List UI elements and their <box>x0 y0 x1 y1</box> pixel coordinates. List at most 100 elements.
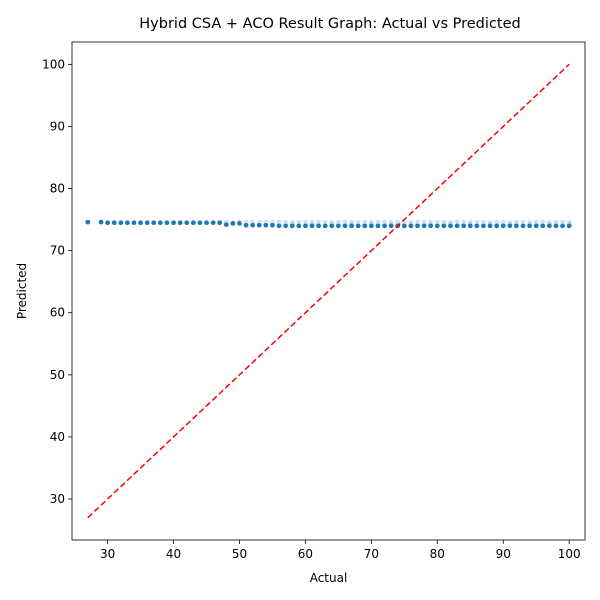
scatter-point <box>342 222 348 229</box>
scatter-point <box>375 222 381 229</box>
scatter-point <box>223 221 230 228</box>
scatter-point <box>144 219 151 226</box>
scatter-point <box>559 222 566 229</box>
scatter-point <box>355 222 362 229</box>
scatter-point <box>269 222 276 229</box>
x-tick-label: 40 <box>166 547 181 561</box>
scatter-point <box>335 222 342 229</box>
scatter-point <box>526 222 533 229</box>
x-tick-label: 50 <box>232 547 247 561</box>
scatter-point <box>328 222 335 229</box>
scatter-point <box>454 222 460 229</box>
scatter-point <box>302 222 309 229</box>
scatter-point <box>309 222 315 229</box>
scatter-point <box>441 222 447 229</box>
chart-title: Hybrid CSA + ACO Result Graph: Actual vs… <box>139 16 520 32</box>
y-axis: 30 40 50 60 70 80 90 100 <box>42 57 72 506</box>
scatter-point <box>263 222 269 229</box>
y-tick-label: 90 <box>50 119 65 133</box>
scatter-point <box>150 219 157 226</box>
scatter-point <box>348 222 355 229</box>
scatter-point <box>414 222 421 229</box>
scatter-point <box>117 219 124 226</box>
plot-area: 30 40 50 60 70 80 90 100 30 40 50 60 70 80 90 100 <box>42 41 586 561</box>
scatter-point <box>104 219 111 226</box>
scatter-point <box>98 219 104 225</box>
scatter-point <box>401 222 408 229</box>
scatter-point <box>124 219 131 226</box>
scatter-point <box>289 222 296 229</box>
scatter-point <box>480 222 487 229</box>
y-tick-label: 70 <box>50 244 65 258</box>
scatter-point <box>111 219 118 226</box>
scatter-point <box>256 222 263 229</box>
scatter-point <box>295 222 302 229</box>
reference-line-layer <box>87 63 570 519</box>
x-tick-label: 90 <box>496 547 511 561</box>
scatter-point <box>506 222 513 229</box>
scatter-point <box>197 219 203 226</box>
scatter-points-layer <box>84 219 573 229</box>
scatter-point <box>243 222 249 229</box>
scatter-point <box>427 222 434 229</box>
scatter-point <box>447 222 454 229</box>
scatter-point <box>137 219 144 226</box>
y-axis-title: Predicted <box>15 263 29 319</box>
scatter-point <box>322 222 329 229</box>
scatter-point <box>368 222 375 229</box>
x-tick-label: 80 <box>430 547 445 561</box>
scatter-point <box>230 220 236 227</box>
scatter-point <box>131 219 137 226</box>
scatter-point <box>190 219 197 226</box>
scatter-point <box>84 219 91 225</box>
scatter-point <box>183 219 190 226</box>
plot-frame <box>71 41 586 541</box>
scatter-point <box>566 222 573 229</box>
y-tick-label: 60 <box>50 306 65 320</box>
scatter-point <box>210 219 216 226</box>
scatter-point <box>467 222 474 229</box>
x-tick-label: 30 <box>100 547 115 561</box>
scatter-point <box>553 222 559 229</box>
scatter-point <box>520 222 526 229</box>
x-tick-label: 100 <box>558 547 581 561</box>
scatter-point <box>177 219 183 226</box>
scatter-point <box>282 222 289 229</box>
scatter-point <box>216 219 223 226</box>
scatter-point <box>474 222 480 229</box>
scatter-point <box>513 222 520 229</box>
x-axis-title: Actual <box>310 571 348 585</box>
y-tick-label: 30 <box>50 492 65 506</box>
scatter-point <box>170 219 177 226</box>
scatter-point <box>249 222 256 229</box>
scatter-point <box>546 222 553 229</box>
scatter-point <box>421 222 427 229</box>
scatter-point <box>164 219 170 226</box>
scatter-point <box>500 222 507 229</box>
scatter-point <box>276 222 282 229</box>
scatter-point <box>203 219 210 226</box>
reference-line <box>87 63 570 519</box>
scatter-point <box>487 222 493 229</box>
scatter-point <box>460 222 467 229</box>
scatter-point <box>236 220 243 227</box>
y-tick-label: 40 <box>50 430 65 444</box>
scatter-point <box>408 222 414 229</box>
scatter-point <box>539 222 546 229</box>
y-tick-label: 80 <box>50 182 65 196</box>
scatter-point <box>388 222 394 229</box>
x-axis: 30 40 50 60 70 80 90 100 <box>100 540 581 561</box>
scatter-point <box>361 222 368 229</box>
scatter-point <box>381 222 388 229</box>
scatter-point <box>493 222 500 229</box>
y-tick-label: 100 <box>42 57 65 71</box>
scatter-point <box>315 222 322 229</box>
y-tick-label: 50 <box>50 368 65 382</box>
scatter-point <box>157 219 164 226</box>
scatter-point <box>533 222 540 229</box>
scatter-point <box>434 222 441 229</box>
x-tick-label: 70 <box>364 547 379 561</box>
x-tick-label: 60 <box>298 547 313 561</box>
